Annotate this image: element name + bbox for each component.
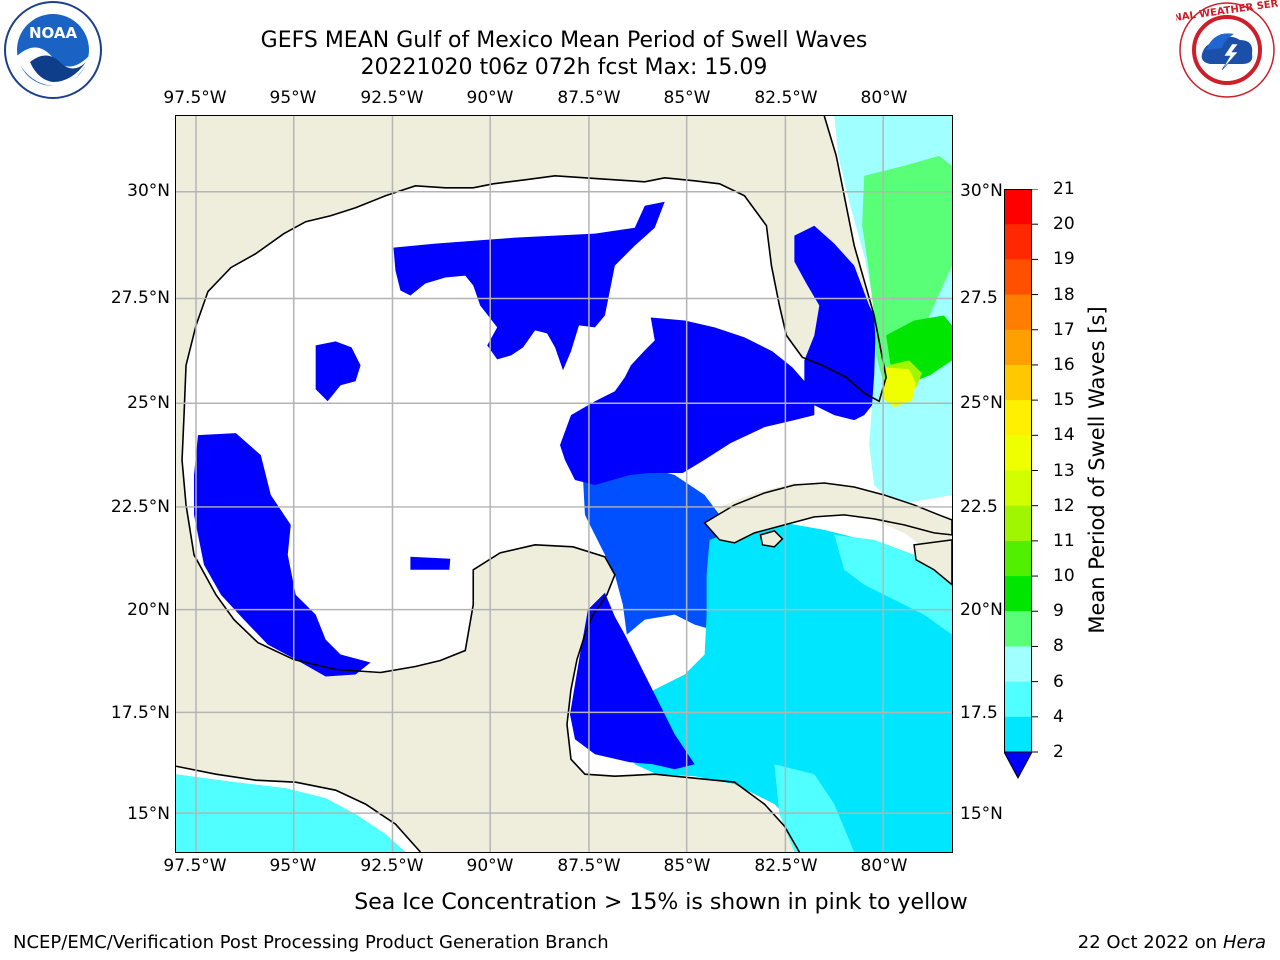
- gulf-coastline: [181, 116, 887, 852]
- right-lat-label: 22.5: [960, 497, 998, 517]
- right-lat-label: 20°N: [960, 600, 1003, 620]
- swell-band-below-2: [194, 433, 371, 677]
- jamaica-land: [759, 530, 784, 548]
- swell-band-14-16: [882, 367, 917, 408]
- colorbar-segment: [1004, 435, 1032, 471]
- colorbar-segment: [1004, 716, 1032, 753]
- swell-band-below-2: [794, 225, 893, 421]
- right-lat-label: 15°N: [960, 804, 1003, 824]
- left-lat-label: 25°N: [127, 393, 170, 413]
- bottom-lon-label: 92.5°W: [360, 856, 424, 876]
- colorbar-tick-label: 8: [1053, 636, 1064, 657]
- colorbar-segment: [1004, 646, 1032, 683]
- colorbar-segment: [1004, 189, 1032, 225]
- swell-band-below-2: [315, 341, 361, 402]
- top-lon-label: 80°W: [860, 88, 908, 108]
- colorbar-tick-label: 4: [1053, 706, 1064, 727]
- colorbar-tick-label: 15: [1053, 390, 1075, 411]
- cuba-land: [703, 482, 952, 544]
- bottom-lon-label: 97.5°W: [163, 856, 227, 876]
- colorbar-tick-label: 9: [1053, 601, 1064, 622]
- bottom-lon-label: 95°W: [269, 856, 317, 876]
- sea-ice-note: Sea Ice Concentration > 15% is shown in …: [354, 890, 968, 915]
- colorbar-segment: [1004, 611, 1032, 647]
- left-lat-label: 30°N: [127, 181, 170, 201]
- colorbar-title: Mean Period of Swell Waves [s]: [1085, 306, 1109, 634]
- colorbar-segment: [1004, 576, 1032, 612]
- chart-subtitle: 20221020 t06z 072h fcst Max: 15.09: [360, 55, 768, 80]
- pacific-coastline: [176, 765, 421, 852]
- top-lon-label: 92.5°W: [360, 88, 424, 108]
- colorbar-segment: [1004, 294, 1032, 331]
- bottom-lon-label: 80°W: [860, 856, 908, 876]
- graticule: [176, 116, 952, 852]
- colorbar-tick-label: 19: [1053, 249, 1075, 270]
- right-lat-label: 17.5: [960, 703, 998, 723]
- colorbar-segment: [1004, 470, 1032, 507]
- colorbar-tick-label: 2: [1053, 742, 1064, 762]
- right-lat-label: 27.5: [960, 288, 998, 308]
- colorbar-extend-triangle: [1004, 751, 1033, 780]
- swell-band-below-2: [410, 556, 451, 570]
- colorbar-tick-label: 10: [1053, 566, 1075, 587]
- footer-date-text: 22 Oct 2022 on: [1077, 932, 1223, 953]
- bottom-lon-label: 90°W: [466, 856, 514, 876]
- footer-host: Hera: [1222, 932, 1266, 953]
- top-lon-label: 82.5°W: [754, 88, 818, 108]
- bottom-lon-label: 82.5°W: [754, 856, 818, 876]
- hispaniola-land: [913, 539, 952, 586]
- colorbar-segment: [1004, 329, 1032, 366]
- swell-band-4-6: [626, 522, 952, 852]
- swell-band-6-8: [774, 764, 855, 852]
- colorbar-segment: [1004, 259, 1032, 296]
- colorbar-segment: [1004, 364, 1032, 401]
- colorbar-segment: [1004, 505, 1032, 542]
- left-lat-label: 27.5°N: [110, 288, 170, 308]
- colorbar-tick-label: 17: [1053, 319, 1075, 340]
- bottom-lon-label: 85°W: [663, 856, 711, 876]
- colorbar-segment: [1004, 400, 1032, 436]
- colorbar-segment: [1004, 224, 1032, 260]
- left-lat-label: 15°N: [127, 804, 170, 824]
- swell-band-below-2: [569, 592, 695, 770]
- colorbar-tick-label: 18: [1053, 284, 1075, 305]
- right-lat-label: 30°N: [960, 181, 1003, 201]
- colorbar-tick-label: 13: [1053, 460, 1075, 481]
- left-lat-label: 22.5°N: [110, 497, 170, 517]
- top-lon-label: 85°W: [663, 88, 711, 108]
- swell-band-below-2: [393, 201, 665, 371]
- top-lon-label: 90°W: [466, 88, 514, 108]
- left-lat-label: 20°N: [127, 600, 170, 620]
- colorbar-tick-label: 12: [1053, 495, 1075, 516]
- footer-producer: NCEP/EMC/Verification Post Processing Pr…: [13, 932, 609, 953]
- right-lat-label: 25°N: [960, 393, 1003, 413]
- top-lon-label: 97.5°W: [163, 88, 227, 108]
- bottom-lon-label: 87.5°W: [557, 856, 621, 876]
- colorbar-tick-label: 16: [1053, 354, 1075, 375]
- left-lat-label: 17.5°N: [110, 703, 170, 723]
- colorbar-tick-label: 11: [1053, 530, 1075, 551]
- top-lon-label: 87.5°W: [557, 88, 621, 108]
- noaa-logo-text: NOAA: [29, 24, 78, 42]
- colorbar-segment: [1004, 681, 1032, 718]
- colorbar: [1004, 189, 1038, 780]
- nws-logo: NATIONAL WEATHER SERVICE: [1176, 0, 1278, 98]
- colorbar-tick-label: 6: [1053, 671, 1064, 692]
- colorbar-tick-label: 14: [1053, 425, 1075, 446]
- noaa-logo: NOAA: [4, 1, 102, 99]
- footer-date: 22 Oct 2022 on Hera: [1078, 932, 1266, 953]
- map-panel: [175, 115, 953, 853]
- colorbar-segment: [1004, 540, 1032, 577]
- top-lon-label: 95°W: [269, 88, 317, 108]
- colorbar-tick-label: 21: [1053, 179, 1075, 199]
- colorbar-outline: [1004, 189, 1032, 753]
- colorbar-tick-label: 20: [1053, 214, 1075, 235]
- chart-title: GEFS MEAN Gulf of Mexico Mean Period of …: [260, 28, 868, 53]
- swell-band-9-10: [862, 155, 952, 386]
